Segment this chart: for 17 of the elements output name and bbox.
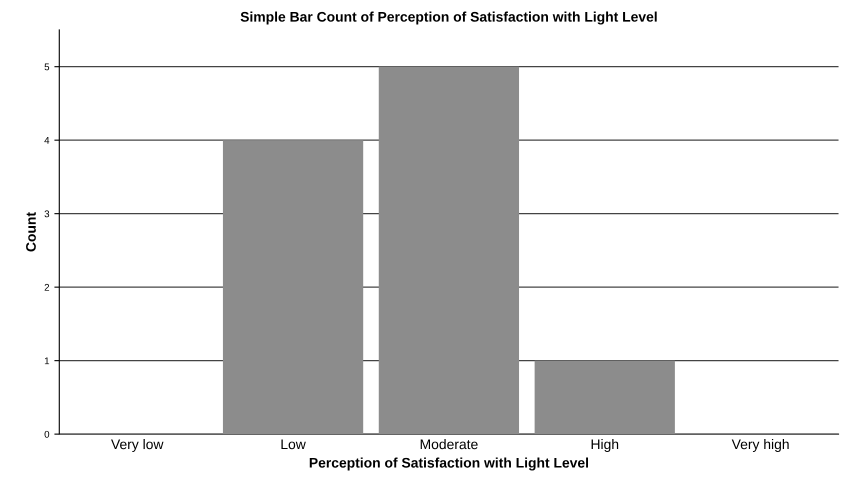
- y-axis-title: Count: [26, 212, 36, 252]
- chart-title: Simple Bar Count of Perception of Satisfaction with Light Level: [240, 12, 657, 25]
- bar: [378, 66, 520, 434]
- x-tick-label: Moderate: [420, 438, 478, 450]
- y-tick-label: 3: [44, 210, 50, 218]
- bar: [534, 360, 675, 434]
- x-tick-label: Very high: [732, 438, 789, 452]
- x-tick-label: High: [592, 438, 618, 452]
- x-tick-label: Very low: [111, 438, 164, 452]
- bar: [222, 140, 364, 434]
- x-axis-title: Perception of Satisfaction with Light Level: [310, 457, 588, 470]
- x-tick-label: Low: [281, 440, 306, 450]
- y-tick-label: 1: [44, 357, 50, 364]
- y-tick-label: 4: [44, 137, 50, 144]
- y-tick-label: 2: [44, 284, 50, 291]
- y-tick-label: 0: [44, 430, 50, 438]
- y-tick-label: 5: [44, 64, 50, 70]
